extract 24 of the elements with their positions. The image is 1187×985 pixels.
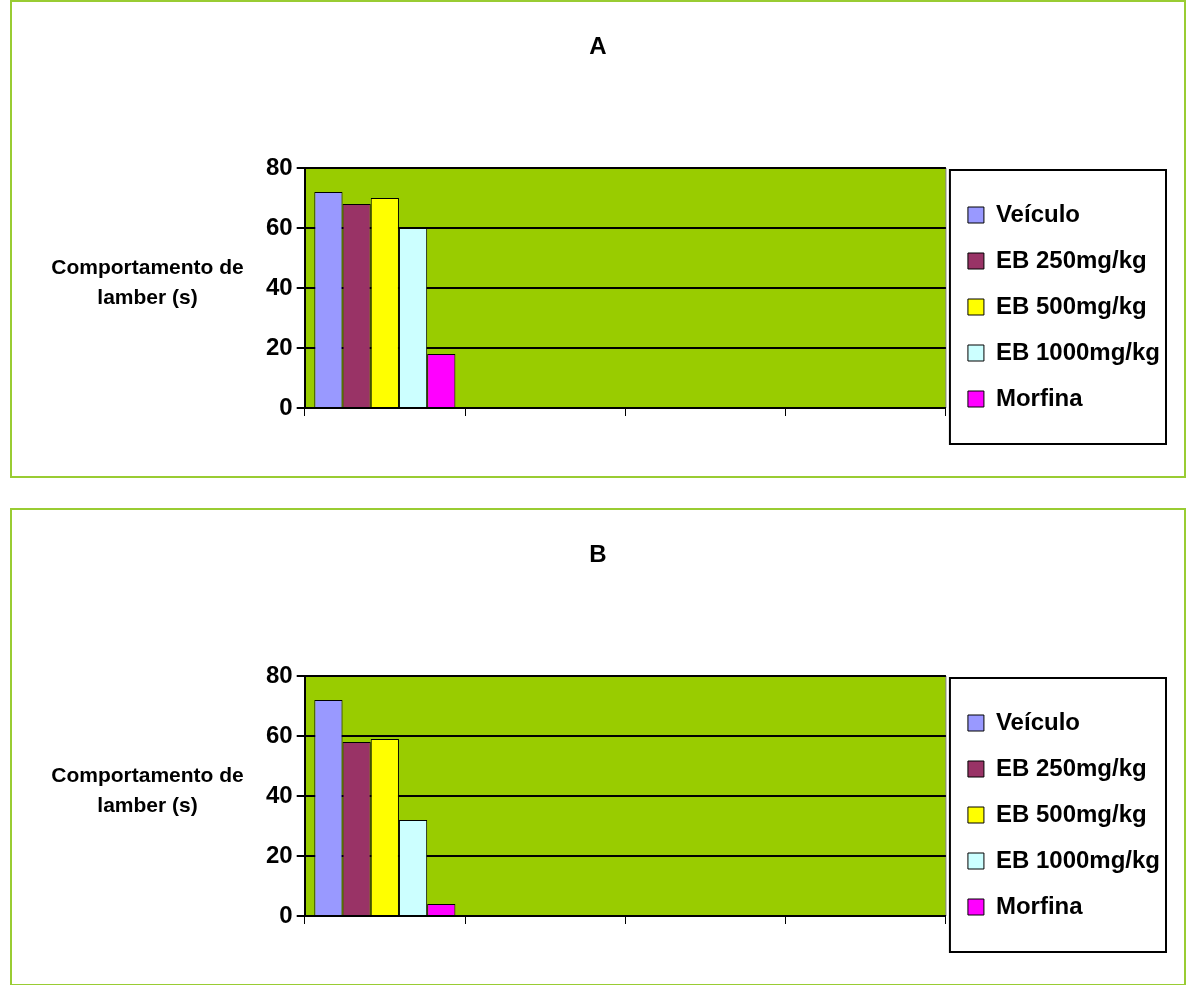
legend-label: EB 1000mg/kg <box>995 845 1160 873</box>
y-tick-label: 0 <box>279 392 293 420</box>
y-tick-label: 60 <box>265 720 293 748</box>
y-tick-label: 40 <box>265 272 293 300</box>
y-tick-label: 20 <box>265 332 293 360</box>
y-tick-label: 20 <box>265 840 293 868</box>
legend-label: EB 1000mg/kg <box>995 337 1160 365</box>
legend-label: Morfina <box>995 891 1084 919</box>
y-tick-label: 60 <box>265 212 293 240</box>
y-axis-title: Comportamento de lamber (s) <box>50 254 245 310</box>
legend-label: Morfina <box>995 383 1084 411</box>
legend-label: EB 500mg/kg <box>995 799 1147 827</box>
legend-label: EB 250mg/kg <box>995 245 1147 273</box>
legend-label: EB 250mg/kg <box>995 753 1147 781</box>
y-tick-label: 80 <box>265 152 293 180</box>
y-tick-label: 80 <box>265 660 293 688</box>
y-tick-label: 0 <box>279 900 293 928</box>
y-tick-label: 40 <box>265 780 293 808</box>
legend-label: Veículo <box>995 707 1080 735</box>
chart-title: B <box>588 540 608 568</box>
legend-label: EB 500mg/kg <box>995 291 1147 319</box>
chart-title: A <box>588 32 608 60</box>
legend-label: Veículo <box>995 199 1080 227</box>
y-axis-title: Comportamento de lamber (s) <box>50 762 245 818</box>
